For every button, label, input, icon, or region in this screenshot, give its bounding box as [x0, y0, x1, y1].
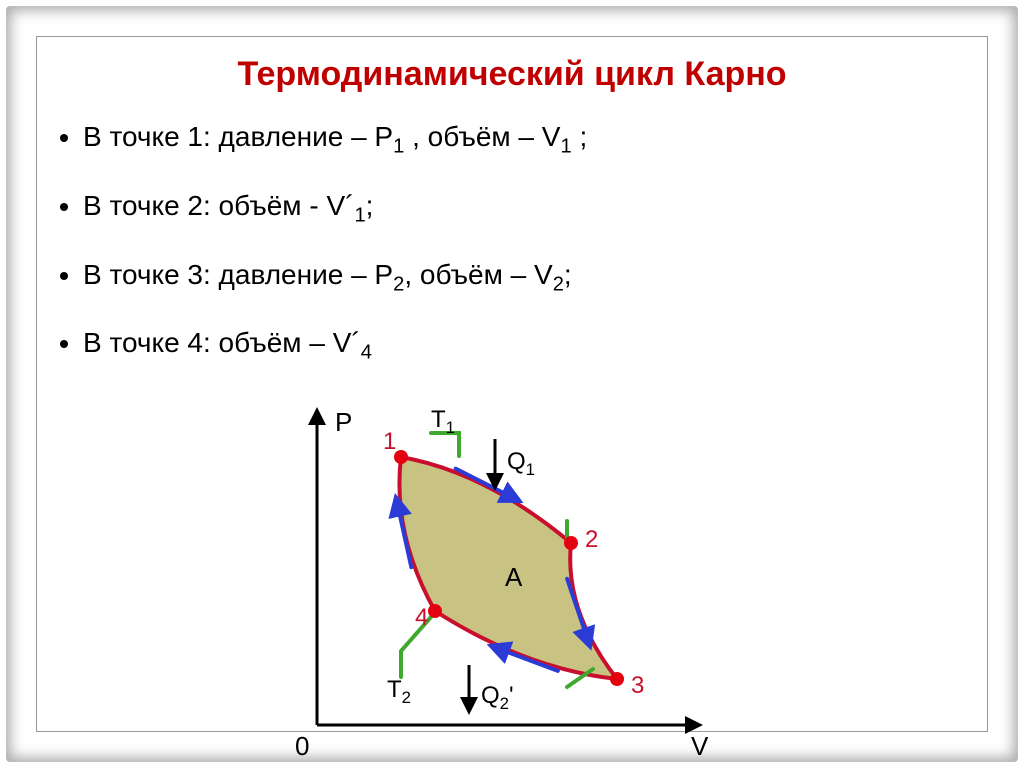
page-title: Термодинамический цикл Карно [37, 55, 987, 94]
svg-text:2: 2 [585, 526, 598, 553]
list-item: В точке 2: объём - V´1; [83, 189, 987, 228]
carnot-diagram: P V 0 1 2 3 4 A T1 T2 Q1 Q2' [257, 395, 737, 775]
svg-text:A: A [505, 562, 523, 592]
list-item: В точке 4: объём – V´4 [83, 326, 987, 365]
svg-text:0: 0 [295, 731, 309, 761]
svg-text:Q2': Q2' [481, 682, 514, 713]
svg-text:P: P [335, 407, 352, 437]
svg-text:1: 1 [383, 428, 396, 455]
svg-text:3: 3 [631, 672, 644, 699]
svg-text:T2: T2 [387, 676, 411, 707]
list-item: В точке 3: давление – P2, объём – V2; [83, 258, 987, 297]
svg-text:4: 4 [415, 604, 428, 631]
svg-text:T1: T1 [431, 406, 455, 437]
svg-text:Q1: Q1 [507, 448, 535, 479]
svg-text:V: V [691, 731, 709, 761]
bullet-list: В точке 1: давление – P1 , объём – V1 ; … [83, 120, 987, 365]
list-item: В точке 1: давление – P1 , объём – V1 ; [83, 120, 987, 159]
